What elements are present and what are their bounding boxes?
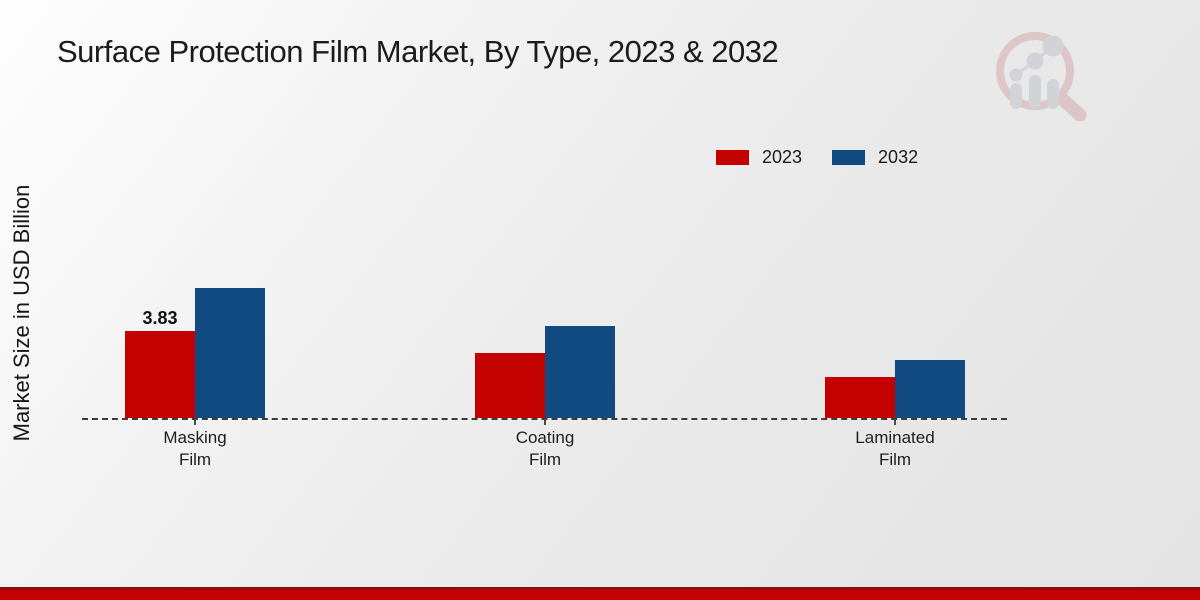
footer-accent-band <box>0 587 1200 600</box>
bar-2023-coating-film <box>475 353 545 418</box>
legend-label-2023: 2023 <box>762 147 803 167</box>
x-axis-tick-laminated-film <box>894 419 896 425</box>
magnifier-growth-chart-icon <box>996 32 1087 122</box>
bar-2023-masking-film <box>125 331 195 418</box>
category-label-masking-film: Masking Film <box>163 428 227 470</box>
x-axis-tick-masking-film <box>194 419 196 425</box>
bar-2032-laminated-film <box>895 360 965 418</box>
value-label-2023-masking-film: 3.83 <box>142 308 178 328</box>
mrfr-logo-watermark <box>990 26 1095 122</box>
page-title: Surface Protection Film Market, By Type,… <box>57 34 779 69</box>
x-axis-tick-coating-film <box>544 419 546 425</box>
legend-item-2032: 2032 <box>832 147 918 168</box>
bar-2032-masking-film <box>195 288 265 418</box>
legend-label-2032: 2032 <box>878 147 919 167</box>
legend-item-2023: 2023 <box>716 147 802 168</box>
legend-swatch-2032 <box>832 150 866 165</box>
legend-swatch-2023 <box>716 150 749 165</box>
category-label-coating-film: Coating Film <box>515 428 575 470</box>
bar-2032-coating-film <box>545 326 615 418</box>
bar-2023-laminated-film <box>825 377 895 418</box>
legend: 2023 2032 <box>716 147 918 168</box>
category-label-laminated-film: Laminated Film <box>855 428 935 470</box>
